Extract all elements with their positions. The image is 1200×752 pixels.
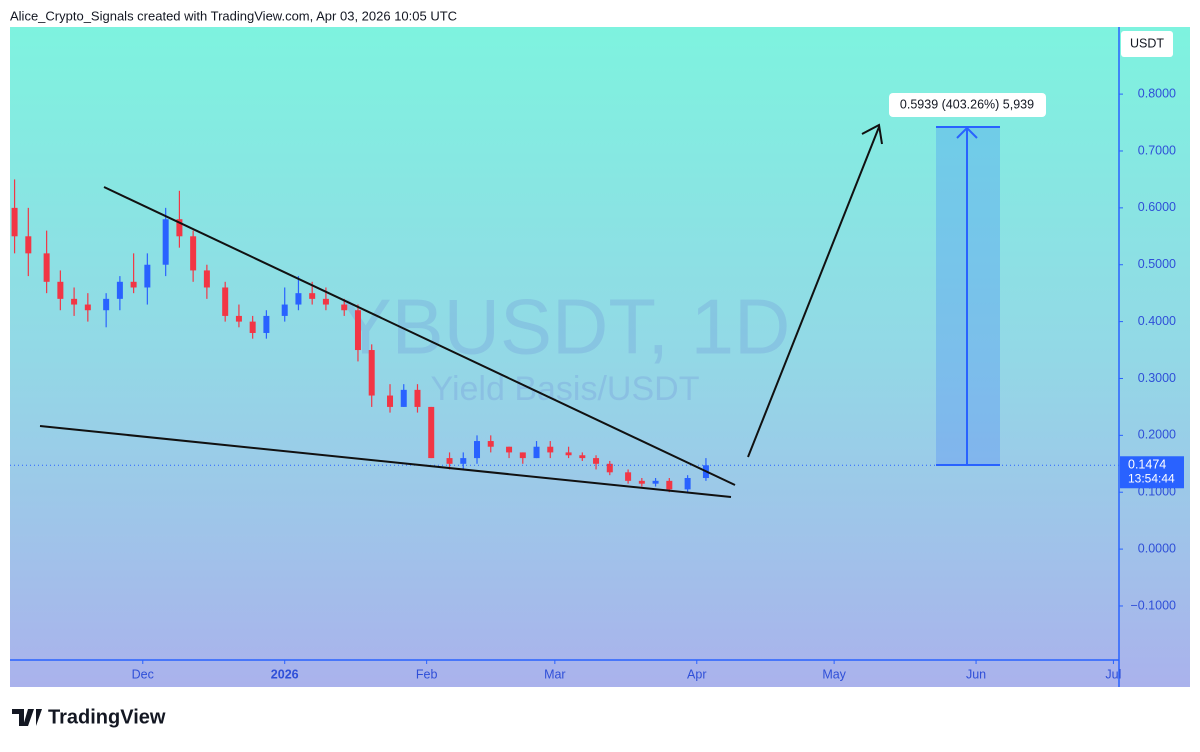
- candle-body: [625, 472, 632, 481]
- plot: [10, 179, 1119, 493]
- measure-label: 0.5939 (403.26%) 5,939: [900, 97, 1034, 111]
- candle-body: [341, 304, 348, 311]
- measure-label-box: [889, 93, 1046, 117]
- candle-body: [162, 219, 169, 265]
- last-price-label: 0.1474: [1128, 458, 1166, 472]
- x-tick-label: Jun: [966, 667, 986, 681]
- candle-body: [176, 219, 183, 237]
- candle-body: [11, 207, 18, 237]
- candle-body: [533, 446, 540, 459]
- candle-body: [446, 458, 453, 464]
- candle-body: [354, 310, 361, 351]
- candle-body: [84, 304, 91, 311]
- candle-body: [414, 389, 421, 407]
- candle-body: [593, 458, 600, 464]
- candle-body: [309, 293, 316, 299]
- y-tick-label: 0.8000: [1138, 86, 1176, 100]
- candle-body: [322, 298, 329, 305]
- candle-body: [638, 480, 645, 484]
- candle-body: [57, 281, 64, 299]
- header-text: Alice_Crypto_Signals created with Tradin…: [10, 8, 457, 23]
- x-tick-label: Feb: [416, 667, 438, 681]
- candle-body: [387, 395, 394, 407]
- candle-body: [474, 441, 481, 459]
- candle-body: [487, 441, 494, 447]
- candle-body: [519, 452, 526, 459]
- candle-body: [222, 287, 229, 316]
- candle-body: [295, 293, 302, 305]
- candle-body: [579, 455, 586, 459]
- chart-background: [10, 27, 1190, 687]
- axes: −0.10000.00000.10000.20000.30000.40000.5…: [132, 86, 1184, 681]
- candle-body: [190, 236, 197, 271]
- y-tick-label: 0.7000: [1138, 143, 1176, 157]
- candle-body: [652, 480, 659, 484]
- candle-body: [249, 321, 256, 333]
- candle-body: [565, 452, 572, 456]
- candle-body: [368, 350, 375, 396]
- currency-box[interactable]: [1121, 31, 1173, 57]
- y-tick-label: 0.5000: [1138, 257, 1176, 271]
- last-price-box: [1120, 456, 1184, 489]
- currency-label: USDT: [1130, 36, 1164, 50]
- x-tick-label: May: [822, 667, 846, 681]
- x-tick-label: 2026: [271, 667, 299, 681]
- footer-logo: TradingView: [12, 706, 166, 728]
- description-watermark: Yield Basis/USDT: [431, 370, 700, 408]
- candle-body: [281, 304, 288, 316]
- logo-text: TradingView: [48, 706, 166, 728]
- x-tick-label: Dec: [132, 667, 154, 681]
- logo-icon: [12, 709, 42, 726]
- candle-body: [71, 298, 78, 305]
- candle-body: [400, 389, 407, 407]
- candle-body: [130, 281, 137, 288]
- candle-body: [606, 463, 613, 473]
- x-tick-label: Jul: [1105, 667, 1121, 681]
- candle-body: [428, 406, 435, 459]
- candle-body: [684, 478, 691, 490]
- projection-arrow-head: [861, 123, 883, 145]
- y-tick-label: −0.1000: [1130, 598, 1176, 612]
- y-tick-label: 0.2000: [1138, 428, 1176, 442]
- candle-body: [25, 236, 32, 254]
- candle-body: [235, 315, 242, 322]
- candle-body: [666, 480, 673, 490]
- measure-arrow-head: [956, 126, 978, 139]
- candle-body: [506, 446, 513, 453]
- countdown-label: 13:54:44: [1128, 471, 1175, 485]
- x-tick-label: Apr: [687, 667, 706, 681]
- candle-body: [144, 264, 151, 288]
- candle-body: [547, 446, 554, 453]
- symbol-watermark: YBUSDT, 1D: [340, 283, 791, 371]
- projection-arrow[interactable]: [747, 126, 880, 458]
- y-tick-label: 0.6000: [1138, 200, 1176, 214]
- x-tick-label: Mar: [544, 667, 566, 681]
- candle-body: [460, 458, 467, 464]
- candle-body: [203, 270, 210, 288]
- y-tick-label: 0.0000: [1138, 541, 1176, 555]
- candle-body: [263, 315, 270, 333]
- trend-line-upper[interactable]: [103, 186, 736, 486]
- trend-line-lower[interactable]: [39, 425, 732, 498]
- y-tick-label: 0.4000: [1138, 314, 1176, 328]
- candle-body: [116, 281, 123, 299]
- candle-body: [43, 253, 50, 282]
- candle-body: [103, 298, 110, 311]
- y-tick-label: 0.3000: [1138, 371, 1176, 385]
